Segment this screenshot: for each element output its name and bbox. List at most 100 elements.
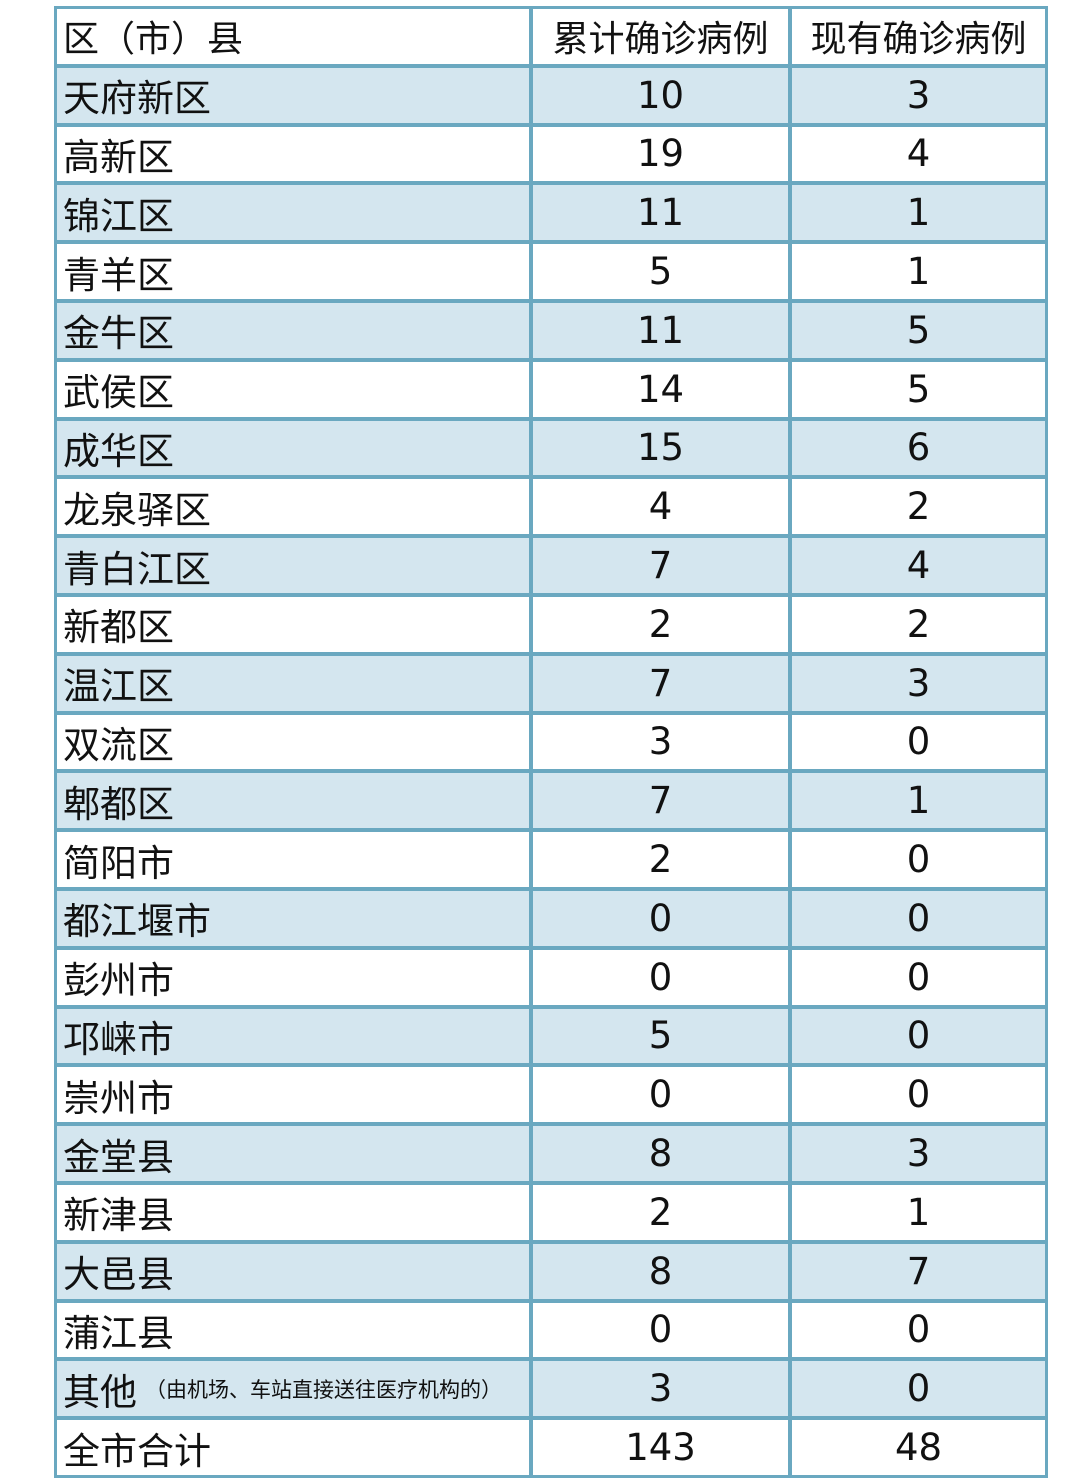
district-name: 全市合计 bbox=[63, 1429, 211, 1473]
header-district: 区（市）县 bbox=[57, 9, 529, 64]
district-name: 青羊区 bbox=[63, 253, 174, 297]
district-name-cell: 金牛区 bbox=[57, 302, 529, 358]
district-name-cell: 都江堰市 bbox=[57, 890, 529, 946]
cumulative-cases-cell: 8 bbox=[533, 1243, 788, 1299]
cumulative-cases-cell: 7 bbox=[533, 538, 788, 593]
district-name-cell: 蒲江县 bbox=[57, 1302, 529, 1358]
header-current-cases: 现有确诊病例 bbox=[792, 9, 1045, 64]
district-name: 崇州市 bbox=[63, 1076, 174, 1120]
current-cases-cell: 3 bbox=[792, 67, 1045, 123]
cumulative-cases-cell: 8 bbox=[533, 1126, 788, 1181]
cumulative-cases-cell: 143 bbox=[533, 1420, 788, 1475]
district-name-cell: 简阳市 bbox=[57, 832, 529, 887]
cumulative-cases-cell: 7 bbox=[533, 655, 788, 711]
district-name-cell: 温江区 bbox=[57, 655, 529, 711]
current-cases-cell: 0 bbox=[792, 1302, 1045, 1358]
cumulative-cases-cell: 19 bbox=[533, 126, 788, 182]
cumulative-cases-cell: 2 bbox=[533, 1184, 788, 1240]
current-cases-cell: 1 bbox=[792, 773, 1045, 829]
district-name: 简阳市 bbox=[63, 841, 174, 885]
district-name: 高新区 bbox=[63, 135, 174, 179]
district-name: 新都区 bbox=[63, 606, 174, 650]
district-name: 彭州市 bbox=[63, 959, 174, 1003]
district-name-cell: 彭州市 bbox=[57, 949, 529, 1005]
cumulative-cases-cell: 11 bbox=[533, 302, 788, 358]
district-name: 双流区 bbox=[63, 723, 174, 767]
current-cases-cell: 0 bbox=[792, 1067, 1045, 1123]
district-name-cell: 锦江区 bbox=[57, 185, 529, 241]
current-cases-cell: 5 bbox=[792, 302, 1045, 358]
cumulative-cases-cell: 14 bbox=[533, 361, 788, 417]
district-name-cell: 高新区 bbox=[57, 126, 529, 182]
current-cases-cell: 4 bbox=[792, 538, 1045, 593]
cumulative-cases-cell: 0 bbox=[533, 1067, 788, 1123]
cumulative-cases-cell: 11 bbox=[533, 185, 788, 241]
current-cases-cell: 0 bbox=[792, 890, 1045, 946]
district-case-table: 区（市）县 累计确诊病例 现有确诊病例 天府新区 10 3 高新区 19 4 锦江区 11 1 青… bbox=[54, 6, 1048, 1478]
district-name: 锦江区 bbox=[63, 194, 174, 238]
cumulative-cases-cell: 5 bbox=[533, 244, 788, 299]
cumulative-cases-cell: 10 bbox=[533, 67, 788, 123]
current-cases-cell: 4 bbox=[792, 126, 1045, 182]
district-name: 成华区 bbox=[63, 429, 174, 473]
district-name: 蒲江县 bbox=[63, 1311, 174, 1355]
district-name-cell: 新津县 bbox=[57, 1184, 529, 1240]
district-name-cell: 全市合计 bbox=[57, 1420, 529, 1475]
district-name-cell: 邛崃市 bbox=[57, 1008, 529, 1064]
district-name-cell: 武侯区 bbox=[57, 361, 529, 417]
district-name-cell: 郫都区 bbox=[57, 773, 529, 829]
cumulative-cases-cell: 0 bbox=[533, 1302, 788, 1358]
cumulative-cases-cell: 2 bbox=[533, 596, 788, 652]
district-name-cell: 大邑县 bbox=[57, 1243, 529, 1299]
district-name-cell: 崇州市 bbox=[57, 1067, 529, 1123]
cumulative-cases-cell: 3 bbox=[533, 714, 788, 770]
district-name-cell: 青羊区 bbox=[57, 244, 529, 299]
district-name: 新津县 bbox=[63, 1194, 174, 1238]
current-cases-cell: 0 bbox=[792, 1361, 1045, 1417]
header-cumulative-cases: 累计确诊病例 bbox=[533, 9, 788, 64]
current-cases-cell: 2 bbox=[792, 479, 1045, 535]
cumulative-cases-cell: 3 bbox=[533, 1361, 788, 1417]
district-name: 天府新区 bbox=[63, 77, 211, 121]
district-name: 都江堰市 bbox=[63, 900, 211, 944]
district-name-cell: 金堂县 bbox=[57, 1126, 529, 1181]
current-cases-cell: 3 bbox=[792, 655, 1045, 711]
district-name: 温江区 bbox=[63, 665, 174, 709]
current-cases-cell: 5 bbox=[792, 361, 1045, 417]
district-name-cell: 双流区 bbox=[57, 714, 529, 770]
district-name: 邛崃市 bbox=[63, 1017, 174, 1061]
cumulative-cases-cell: 0 bbox=[533, 890, 788, 946]
district-name-cell: 新都区 bbox=[57, 596, 529, 652]
cumulative-cases-cell: 4 bbox=[533, 479, 788, 535]
current-cases-cell: 0 bbox=[792, 1008, 1045, 1064]
cumulative-cases-cell: 5 bbox=[533, 1008, 788, 1064]
district-name: 金牛区 bbox=[63, 312, 174, 356]
current-cases-cell: 1 bbox=[792, 244, 1045, 299]
district-name-cell: 青白江区 bbox=[57, 538, 529, 593]
district-name: 青白江区 bbox=[63, 547, 211, 591]
current-cases-cell: 7 bbox=[792, 1243, 1045, 1299]
district-name-cell: 龙泉驿区 bbox=[57, 479, 529, 535]
current-cases-cell: 1 bbox=[792, 1184, 1045, 1240]
district-name-cell: 天府新区 bbox=[57, 67, 529, 123]
district-name-cell: 其他 （由机场、车站直接送往医疗机构的） bbox=[57, 1361, 529, 1417]
current-cases-cell: 3 bbox=[792, 1126, 1045, 1181]
current-cases-cell: 6 bbox=[792, 420, 1045, 476]
current-cases-cell: 1 bbox=[792, 185, 1045, 241]
current-cases-cell: 48 bbox=[792, 1420, 1045, 1475]
current-cases-cell: 2 bbox=[792, 596, 1045, 652]
cumulative-cases-cell: 15 bbox=[533, 420, 788, 476]
district-note: （由机场、车站直接送往医疗机构的） bbox=[145, 1377, 502, 1402]
district-name: 郫都区 bbox=[63, 782, 174, 826]
cumulative-cases-cell: 7 bbox=[533, 773, 788, 829]
district-name: 其他 bbox=[63, 1370, 137, 1414]
district-name-cell: 成华区 bbox=[57, 420, 529, 476]
cumulative-cases-cell: 0 bbox=[533, 949, 788, 1005]
district-name: 龙泉驿区 bbox=[63, 488, 211, 532]
district-name: 金堂县 bbox=[63, 1135, 174, 1179]
district-name: 武侯区 bbox=[63, 371, 174, 415]
current-cases-cell: 0 bbox=[792, 714, 1045, 770]
current-cases-cell: 0 bbox=[792, 832, 1045, 887]
current-cases-cell: 0 bbox=[792, 949, 1045, 1005]
district-name: 大邑县 bbox=[63, 1253, 174, 1297]
